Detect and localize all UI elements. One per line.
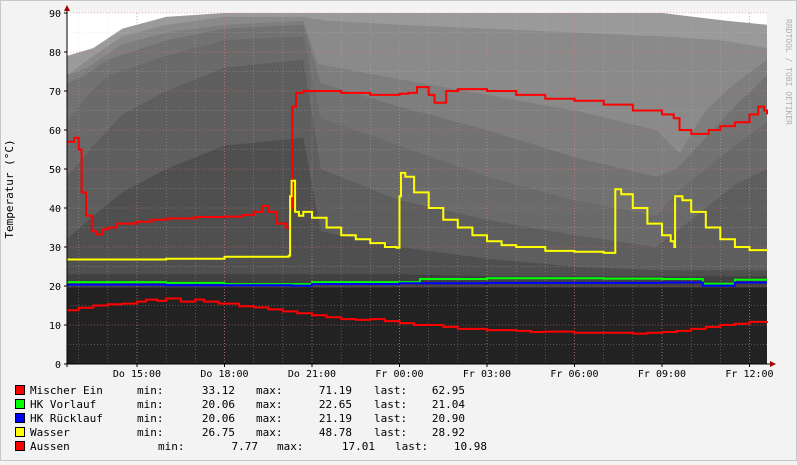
legend-series-name: Aussen xyxy=(30,440,70,453)
x-tick-label: Fr 06:00 xyxy=(550,369,598,380)
y-axis-label: Temperatur (°C) xyxy=(3,139,16,238)
x-tick-label: Fr 09:00 xyxy=(638,369,686,380)
y-axis-arrow xyxy=(64,5,70,11)
legend-max-label: max: xyxy=(256,398,283,411)
legend-last-value: 10.98 xyxy=(454,440,487,453)
watermark: RRDTOOL / TOBI OETIKER xyxy=(784,19,793,125)
x-tick-label: Fr 03:00 xyxy=(463,369,511,380)
y-tick-label: 60 xyxy=(49,126,61,137)
legend-min-label: min: xyxy=(137,398,164,411)
series-line-4 xyxy=(67,297,768,335)
legend-min-value: 26.75 xyxy=(202,426,235,439)
legend-min-label: min: xyxy=(137,384,164,397)
y-tick-label: 0 xyxy=(55,360,61,371)
legend-last-label: last: xyxy=(374,426,407,439)
series-line-1 xyxy=(67,277,767,286)
legend-series-name: HK Rücklauf xyxy=(30,412,103,425)
series-line-0 xyxy=(67,86,768,236)
y-tick-label: 20 xyxy=(49,282,61,293)
legend-last-label: last: xyxy=(395,440,428,453)
legend-max-label: max: xyxy=(277,440,304,453)
legend-last-label: last: xyxy=(374,412,407,425)
legend-min-label: min: xyxy=(158,440,185,453)
legend-max-value: 48.78 xyxy=(319,426,352,439)
x-tick-label: Fr 12:00 xyxy=(725,369,773,380)
legend-series-name: HK Vorlauf xyxy=(30,398,96,411)
legend-min-value: 7.77 xyxy=(232,440,259,453)
x-tick-label: Fr 00:00 xyxy=(375,369,423,380)
legend-last-label: last: xyxy=(374,398,407,411)
legend-swatch xyxy=(15,441,25,451)
y-tick-label: 80 xyxy=(49,48,61,59)
series-line-2 xyxy=(67,281,767,287)
legend-max-label: max: xyxy=(256,426,283,439)
legend-last-value: 62.95 xyxy=(432,384,465,397)
legend-series-name: Wasser xyxy=(30,426,70,439)
y-tick-label: 40 xyxy=(49,204,61,215)
x-tick-label: Do 18:00 xyxy=(200,369,248,380)
y-tick-label: 50 xyxy=(49,165,61,176)
x-tick-label: Do 15:00 xyxy=(113,369,161,380)
legend-min-label: min: xyxy=(137,426,164,439)
legend-swatch xyxy=(15,413,25,423)
legend-series-name: Mischer Ein xyxy=(30,384,103,397)
legend-min-value: 20.06 xyxy=(202,398,235,411)
legend-max-value: 22.65 xyxy=(319,398,352,411)
x-axis-arrow xyxy=(770,361,776,367)
legend-max-value: 21.19 xyxy=(319,412,352,425)
legend-last-value: 28.92 xyxy=(432,426,465,439)
legend-swatch xyxy=(15,385,25,395)
legend-min-value: 20.06 xyxy=(202,412,235,425)
x-tick-label: Do 21:00 xyxy=(288,369,336,380)
legend-max-value: 71.19 xyxy=(319,384,352,397)
y-tick-label: 30 xyxy=(49,243,61,254)
y-tick-label: 70 xyxy=(49,87,61,98)
legend-swatch xyxy=(15,427,25,437)
y-tick-label: 90 xyxy=(49,9,61,20)
legend-max-label: max: xyxy=(256,384,283,397)
legend-min-value: 33.12 xyxy=(202,384,235,397)
legend-min-label: min: xyxy=(137,412,164,425)
legend-last-value: 21.04 xyxy=(432,398,465,411)
legend-max-value: 17.01 xyxy=(342,440,375,453)
legend-last-value: 20.90 xyxy=(432,412,465,425)
y-tick-label: 10 xyxy=(49,321,61,332)
legend-swatch xyxy=(15,399,25,409)
series-line-3 xyxy=(67,171,768,261)
legend-max-label: max: xyxy=(256,412,283,425)
legend-last-label: last: xyxy=(374,384,407,397)
